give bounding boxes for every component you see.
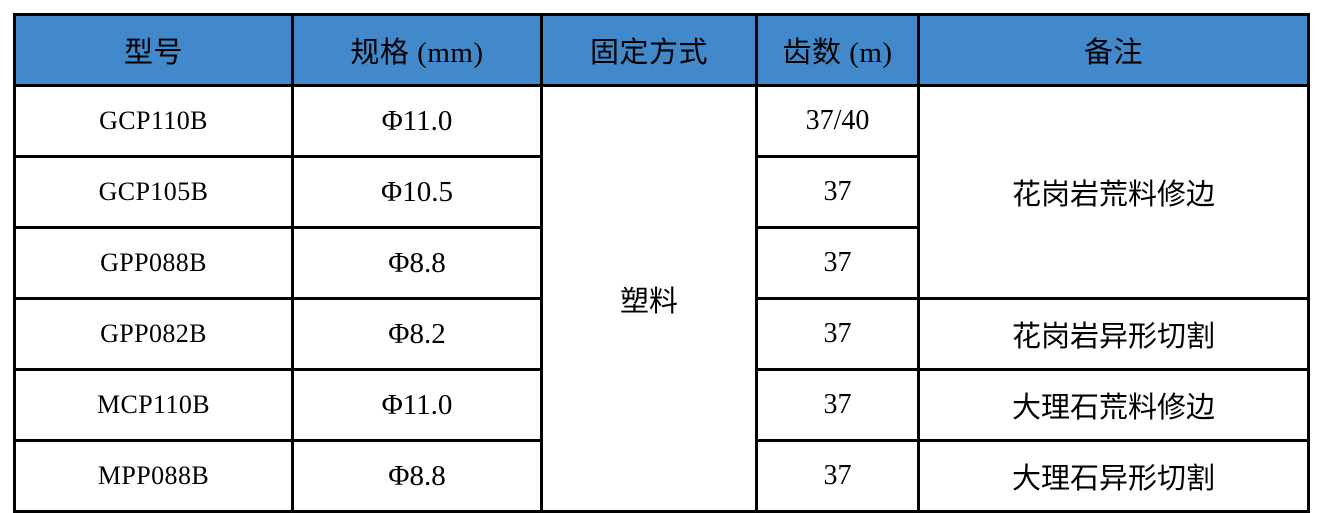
- specification-table: 型号 规格 (mm) 固定方式 齿数 (m) 备注 GCP110B Φ11.0 …: [13, 13, 1310, 513]
- cell-remarks: 花岗岩荒料修边: [917, 84, 1310, 300]
- cell-remarks: 大理石异形切割: [917, 439, 1310, 513]
- column-header-remarks: 备注: [917, 13, 1310, 87]
- cell-teeth-count: 37: [755, 439, 920, 513]
- cell-teeth-count: 37/40: [755, 84, 920, 158]
- cell-specification: Φ8.8: [291, 439, 543, 513]
- table-row: GCP105B Φ10.5 37: [13, 155, 1309, 229]
- table-header-row: 型号 规格 (mm) 固定方式 齿数 (m) 备注: [13, 13, 1310, 87]
- cell-remarks: 大理石荒料修边: [917, 368, 1310, 442]
- column-header-specification: 规格 (mm): [291, 13, 543, 87]
- cell-model: MCP110B: [13, 368, 294, 442]
- cell-specification: Φ8.8: [291, 226, 543, 300]
- cell-fixing-method: 塑料: [540, 84, 758, 513]
- cell-teeth-count: 37: [755, 226, 920, 300]
- table-row: GCP110B Φ11.0 塑料 37/40 花岗岩荒料修边: [13, 84, 1310, 513]
- cell-model: GPP082B: [13, 297, 294, 371]
- cell-model: MPP088B: [13, 439, 294, 513]
- column-header-model: 型号: [13, 13, 294, 87]
- cell-teeth-count: 37: [755, 368, 920, 442]
- cell-specification: Φ11.0: [291, 84, 543, 158]
- cell-specification: Φ8.2: [291, 297, 543, 371]
- table-row: GPP082B Φ8.2 37 花岗岩异形切割: [13, 297, 1310, 371]
- cell-specification: Φ11.0: [291, 368, 543, 442]
- cell-model: GCP105B: [13, 155, 294, 229]
- table-header: 型号 规格 (mm) 固定方式 齿数 (m) 备注: [13, 13, 1310, 87]
- cell-model: GCP110B: [13, 84, 294, 158]
- table-row: MPP088B Φ8.8 37 大理石异形切割: [13, 439, 1310, 513]
- table-row: MCP110B Φ11.0 37 大理石荒料修边: [13, 368, 1310, 442]
- cell-teeth-count: 37: [755, 155, 920, 229]
- column-header-teeth-count: 齿数 (m): [755, 13, 920, 87]
- cell-specification: Φ10.5: [291, 155, 543, 229]
- table-row: GPP088B Φ8.8 37: [13, 226, 1309, 300]
- cell-model: GPP088B: [13, 226, 294, 300]
- cell-teeth-count: 37: [755, 297, 920, 371]
- table-body: GCP110B Φ11.0 塑料 37/40 花岗岩荒料修边 GCP105B Φ…: [13, 84, 1310, 513]
- column-header-fixing-method: 固定方式: [540, 13, 758, 87]
- cell-remarks: 花岗岩异形切割: [917, 297, 1310, 371]
